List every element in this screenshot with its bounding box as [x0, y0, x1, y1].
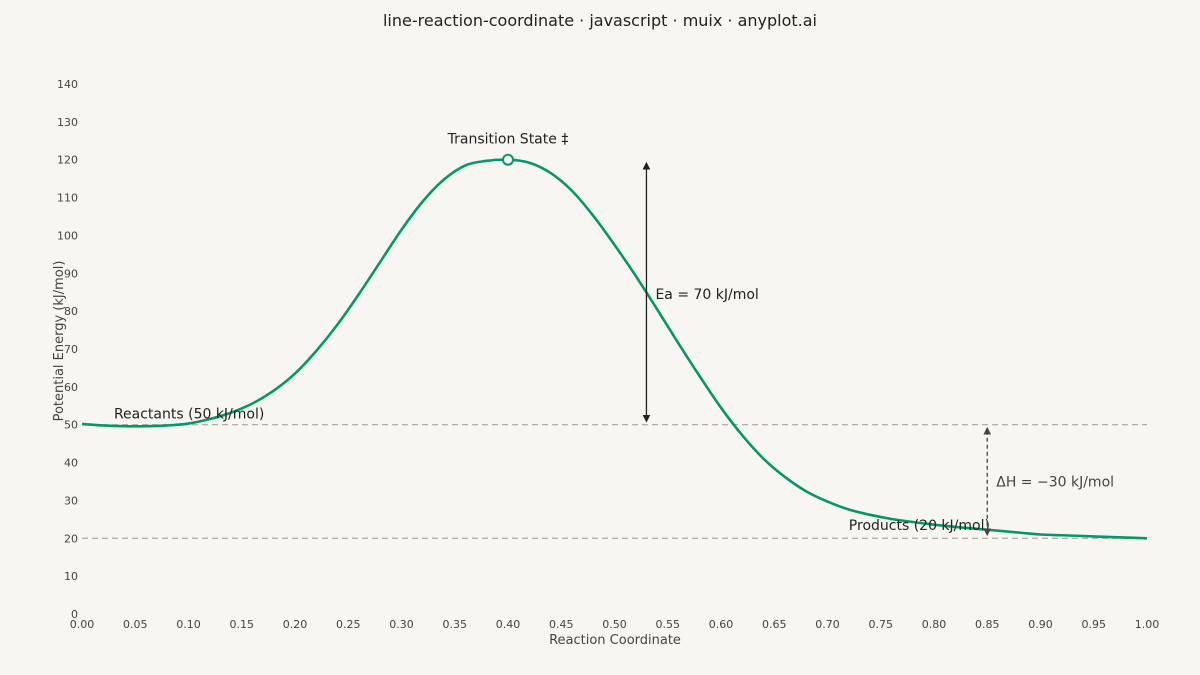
x-tick-label: 0.00 [70, 618, 95, 631]
transition-state-label: Transition State ‡ [447, 132, 569, 148]
y-tick-label: 90 [64, 267, 78, 280]
y-tick-label: 120 [57, 154, 78, 167]
x-tick-label: 0.95 [1082, 618, 1107, 631]
activation-energy-label: Ea = 70 kJ/mol [655, 287, 758, 303]
y-tick-label: 40 [64, 457, 78, 470]
chart-title: line-reaction-coordinate · javascript · … [383, 11, 817, 30]
y-tick-label: 20 [64, 532, 78, 545]
x-tick-label: 1.00 [1135, 618, 1160, 631]
x-tick-label: 0.90 [1028, 618, 1053, 631]
y-tick-label: 0 [71, 608, 78, 621]
x-tick-label: 0.70 [815, 618, 840, 631]
x-tick-label: 0.75 [869, 618, 894, 631]
y-tick-label: 30 [64, 494, 78, 507]
x-tick-label: 0.15 [230, 618, 255, 631]
x-tick-label: 0.30 [389, 618, 414, 631]
y-axis-label: Potential Energy (kJ/mol) [52, 261, 67, 422]
products-label: Products (20 kJ/mol) [849, 518, 990, 534]
y-tick-label: 50 [64, 419, 78, 432]
energy-curve-line [81, 158, 1148, 540]
x-tick-label: 0.40 [496, 618, 521, 631]
y-axis-ticks: 0 10 20 30 40 50 60 70 80 90 100 110 120 130 140 [57, 78, 78, 621]
x-tick-label: 0.55 [656, 618, 681, 631]
x-tick-label: 0.60 [709, 618, 734, 631]
reactants-label: Reactants (50 kJ/mol) [114, 406, 264, 422]
reference-lines [82, 424, 1147, 539]
x-tick-label: 0.65 [762, 618, 787, 631]
x-tick-label: 0.10 [176, 618, 201, 631]
x-axis-label: Reaction Coordinate [549, 633, 681, 648]
x-tick-label: 0.20 [283, 618, 308, 631]
y-tick-label: 60 [64, 381, 78, 394]
x-tick-label: 0.05 [123, 618, 148, 631]
x-tick-label: 0.45 [549, 618, 574, 631]
y-tick-label: 110 [57, 192, 78, 205]
enthalpy-change-label: ΔH = −30 kJ/mol [996, 475, 1114, 491]
y-tick-label: 130 [57, 116, 78, 129]
series-group [81, 158, 1148, 540]
y-tick-label: 10 [64, 570, 78, 583]
x-tick-label: 0.85 [975, 618, 1000, 631]
y-tick-label: 80 [64, 305, 78, 318]
x-tick-label: 0.25 [336, 618, 361, 631]
x-tick-label: 0.35 [443, 618, 468, 631]
transition-state-marker [502, 153, 514, 166]
y-tick-label: 70 [64, 343, 78, 356]
y-tick-label: 140 [57, 78, 78, 91]
y-tick-label: 100 [57, 229, 78, 242]
x-tick-label: 0.50 [602, 618, 627, 631]
annotations-group: Transition State ‡ Reactants (50 kJ/mol) P… [114, 132, 1114, 537]
x-axis-ticks: 0.00 0.05 0.10 0.15 0.20 0.25 0.30 0.35 0.40 0.45… [70, 618, 1160, 631]
x-tick-label: 0.80 [922, 618, 947, 631]
